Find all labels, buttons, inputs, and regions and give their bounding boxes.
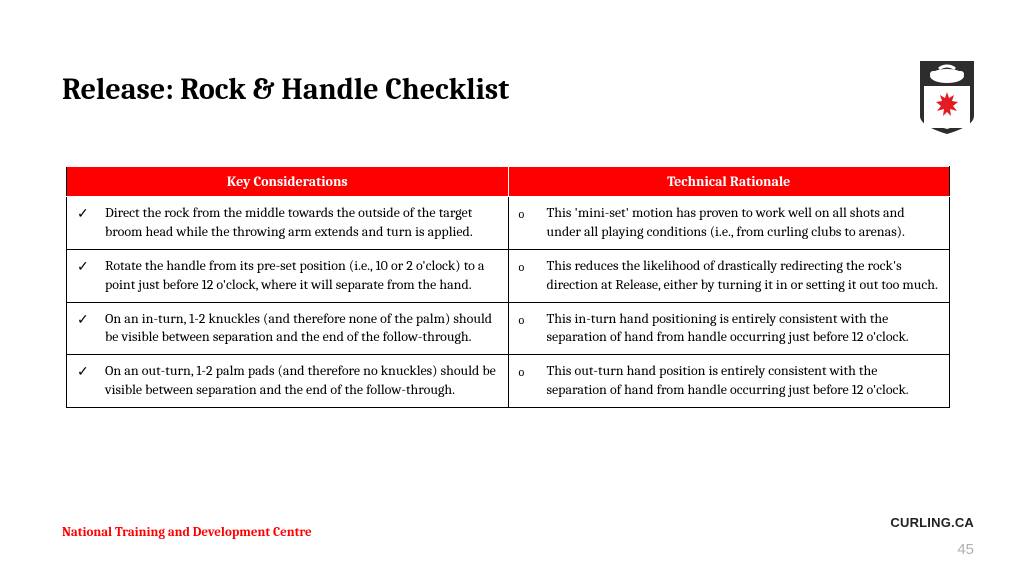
- check-icon: ✓: [77, 204, 105, 224]
- page-number: 45: [957, 541, 974, 558]
- table-row: ✓Rotate the handle from its pre-set posi…: [67, 249, 950, 302]
- circle-bullet-icon: o: [519, 310, 547, 328]
- table-row: ✓On an out-turn, 1-2 palm pads (and ther…: [67, 355, 950, 408]
- col-header-considerations: Key Considerations: [67, 167, 509, 197]
- table-row: ✓Direct the rock from the middle towards…: [67, 197, 950, 250]
- circle-bullet-icon: o: [519, 362, 547, 380]
- circle-bullet-icon: o: [519, 204, 547, 222]
- check-icon: ✓: [77, 310, 105, 330]
- table-row: ✓On an in-turn, 1-2 knuckles (and theref…: [67, 302, 950, 355]
- check-icon: ✓: [77, 362, 105, 382]
- col-header-rationale: Technical Rationale: [508, 167, 950, 197]
- checklist-table: Key Considerations Technical Rationale ✓…: [66, 166, 950, 408]
- rationale-text: This reduces the likelihood of drastical…: [547, 257, 940, 295]
- rationale-text: This in-turn hand positioning is entirel…: [547, 310, 940, 348]
- circle-bullet-icon: o: [519, 257, 547, 275]
- rationale-text: This out-turn hand position is entirely …: [547, 362, 940, 400]
- rationale-text: This 'mini-set' motion has proven to wor…: [547, 204, 940, 242]
- consideration-text: On an out-turn, 1-2 palm pads (and there…: [105, 362, 498, 400]
- curling-canada-logo: [918, 58, 976, 136]
- footer-organization: National Training and Development Centre: [62, 525, 312, 540]
- consideration-text: Direct the rock from the middle towards …: [105, 204, 498, 242]
- page-title: Release: Rock & Handle Checklist: [62, 72, 509, 107]
- consideration-text: Rotate the handle from its pre-set posit…: [105, 257, 498, 295]
- check-icon: ✓: [77, 257, 105, 277]
- consideration-text: On an in-turn, 1-2 knuckles (and therefo…: [105, 310, 498, 348]
- footer-brand: CURLING.CA: [890, 515, 974, 530]
- table-header-row: Key Considerations Technical Rationale: [67, 167, 950, 197]
